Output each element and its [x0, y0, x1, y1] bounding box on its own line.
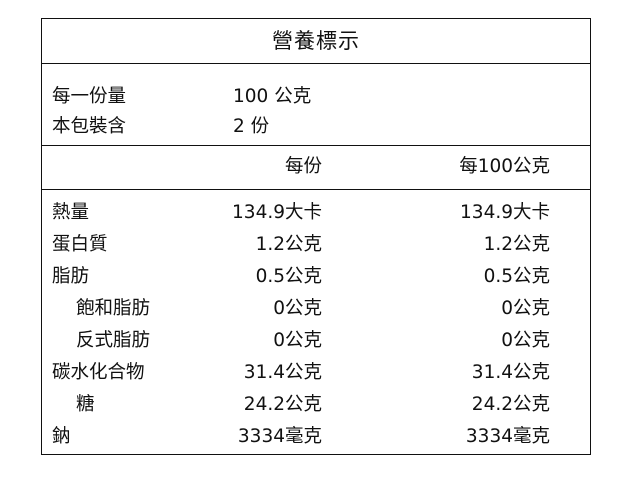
nutrient-per-100g: 31.4公克 — [471, 362, 550, 383]
nutrition-label: 營養標示 每一份量 100 公克 本包裝含 2 份 每份 每100公克 熱量 1… — [41, 18, 591, 455]
serving-count-label: 本包裝含 — [52, 116, 127, 137]
serving-count-value: 2 份 — [233, 116, 270, 137]
nutrient-per-serving: 31.4公克 — [243, 362, 322, 383]
nutrient-per-serving: 3334毫克 — [237, 426, 322, 447]
divider-serving — [42, 145, 590, 146]
nutrient-per-serving: 24.2公克 — [243, 394, 322, 415]
nutrient-per-100g: 1.2公克 — [483, 234, 550, 255]
label-title: 營養標示 — [272, 29, 360, 53]
nutrient-per-serving: 134.9大卡 — [232, 202, 322, 223]
nutrient-per-serving: 1.2公克 — [255, 234, 322, 255]
header-per-serving: 每份 — [284, 156, 322, 177]
nutrient-name: 糖 — [76, 394, 95, 415]
serving-size-label: 每一份量 — [52, 86, 127, 107]
nutrient-name: 蛋白質 — [52, 234, 108, 255]
nutrient-name: 碳水化合物 — [52, 362, 145, 383]
nutrient-per-100g: 0公克 — [501, 330, 550, 351]
serving-size-value: 100 公克 — [233, 86, 312, 107]
nutrient-per-100g: 3334毫克 — [465, 426, 550, 447]
nutrient-name: 鈉 — [52, 426, 71, 447]
divider-header — [42, 189, 590, 190]
nutrient-name: 反式脂肪 — [76, 330, 151, 351]
nutrient-name: 熱量 — [52, 202, 90, 223]
nutrient-per-100g: 134.9大卡 — [460, 202, 550, 223]
header-per-100g: 每100公克 — [459, 156, 550, 177]
nutrient-per-serving: 0公克 — [273, 298, 322, 319]
nutrient-per-100g: 24.2公克 — [471, 394, 550, 415]
nutrient-per-100g: 0公克 — [501, 298, 550, 319]
nutrient-name: 脂肪 — [52, 266, 90, 287]
nutrient-per-100g: 0.5公克 — [483, 266, 550, 287]
nutrient-name: 飽和脂肪 — [76, 298, 151, 319]
nutrient-per-serving: 0.5公克 — [255, 266, 322, 287]
nutrient-per-serving: 0公克 — [273, 330, 322, 351]
divider-title — [42, 63, 590, 64]
